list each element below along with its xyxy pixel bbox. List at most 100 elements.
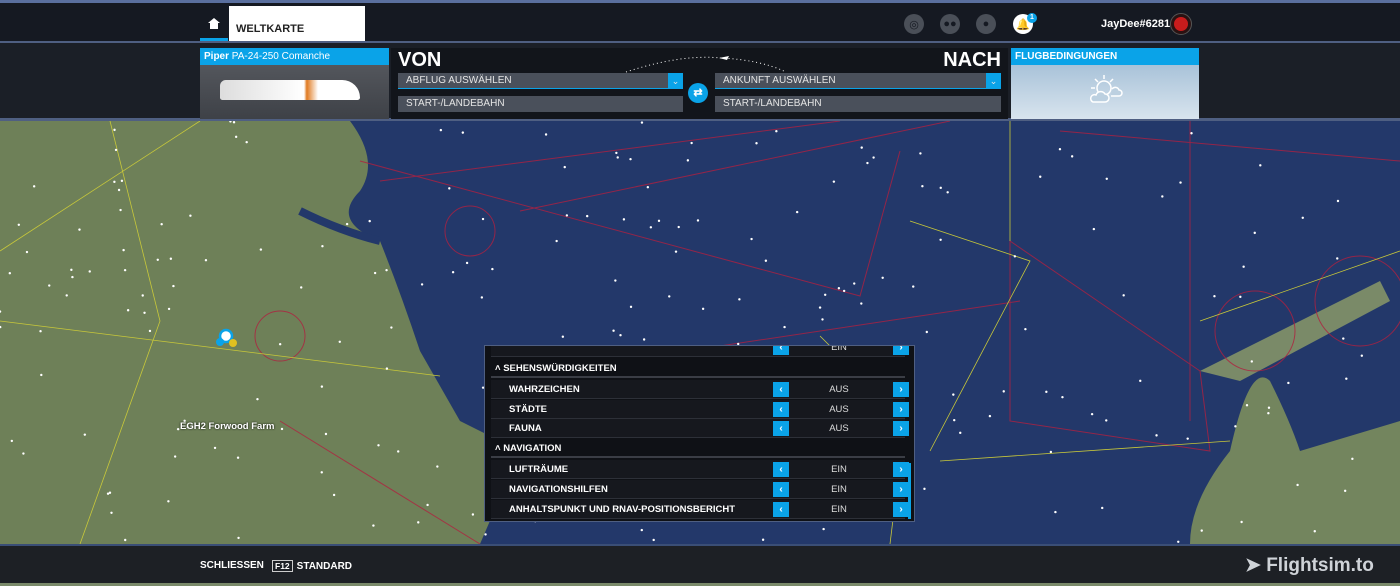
waypoint-dot	[1013, 255, 1017, 258]
waypoint-dot	[108, 491, 112, 494]
waypoint-dot	[10, 439, 14, 443]
waypoint-dot	[39, 330, 42, 333]
weather-card[interactable]: FLUGBEDINGUNGEN	[1011, 48, 1199, 119]
waypoint-dot	[939, 186, 942, 190]
waypoint-dot	[1002, 390, 1005, 393]
waypoint-dot	[71, 275, 74, 279]
waypoint-dot	[837, 287, 841, 290]
waypoint-dot	[1090, 412, 1094, 416]
waypoint-dot	[657, 219, 661, 223]
section-header[interactable]: ˄ SEHENSWÜRDIGKEITEN	[491, 359, 905, 378]
waypoint-dot	[761, 538, 765, 541]
waypoint-dot	[320, 385, 324, 388]
section-header[interactable]: ˄ NAVIGATION	[491, 439, 905, 459]
waypoint-dot	[32, 185, 36, 188]
waypoint-dot	[1234, 425, 1237, 428]
prev-button[interactable]: ‹	[773, 421, 789, 437]
waypoint-dot	[123, 268, 127, 272]
airport-label[interactable]: EGH2 Forwood Farm	[180, 421, 275, 432]
tab-weltkarte[interactable]: WELTKARTE	[229, 6, 365, 43]
waypoint-dot	[629, 305, 633, 309]
waypoint-dot	[629, 157, 632, 161]
waypoint-dot	[614, 279, 617, 282]
departure-runway-select[interactable]: START-/LANDEBAHN	[398, 96, 683, 112]
avatar[interactable]	[1170, 13, 1192, 35]
waypoint-dot	[642, 338, 646, 341]
waypoint-dot	[640, 528, 643, 532]
arrival-select[interactable]: ANKUNFT AUSWÄHLEN ⌄	[715, 73, 1001, 89]
next-button[interactable]: ›	[893, 382, 909, 397]
waypoint-dot	[616, 156, 619, 159]
waypoint-dot	[921, 184, 924, 188]
home-button[interactable]	[200, 6, 228, 41]
waypoint-dot	[484, 533, 487, 536]
notification-badge: 1	[1027, 13, 1037, 23]
username[interactable]: JayDee#6281	[1101, 18, 1171, 30]
default-button[interactable]: F12 STANDARD	[272, 560, 352, 572]
partial-filter-row: ‹ EIN ›	[491, 346, 909, 357]
activity-icon[interactable]: ◎	[904, 14, 924, 34]
swap-button[interactable]: ⇄	[688, 83, 708, 103]
profile-icon[interactable]: ●	[976, 14, 996, 34]
waypoint-dot	[213, 446, 217, 450]
waypoint-dot	[923, 487, 926, 491]
waypoint-dot	[1105, 177, 1108, 181]
waypoint-dot	[925, 330, 929, 334]
prev-button[interactable]: ‹	[773, 462, 789, 478]
next-button[interactable]: ›	[893, 401, 909, 417]
waypoint-dot	[278, 343, 282, 346]
waypoint-dot	[1296, 483, 1299, 487]
waypoint-dot	[674, 250, 678, 253]
waypoint-dot	[1287, 381, 1290, 385]
waypoint-dot	[113, 128, 116, 132]
waypoint-dot	[48, 284, 51, 287]
prev-button[interactable]: ‹	[773, 481, 789, 497]
close-button[interactable]: SCHLIESSEN	[200, 560, 264, 571]
prev-button[interactable]: ‹	[773, 501, 789, 517]
arrival-runway-select[interactable]: START-/LANDEBAHN	[715, 96, 1001, 112]
waypoint-dot	[860, 146, 863, 149]
waypoint-dot	[1253, 231, 1256, 235]
waypoint-dot	[750, 237, 753, 241]
next-button[interactable]: ›	[893, 346, 909, 355]
waypoint-dot	[448, 187, 451, 190]
prev-button[interactable]: ‹	[773, 382, 789, 397]
next-button[interactable]: ›	[893, 421, 909, 437]
next-button[interactable]: ›	[893, 481, 909, 497]
panel-scrollbar[interactable]	[908, 463, 911, 519]
waypoint-dot	[881, 276, 884, 279]
waypoint-dot	[544, 133, 548, 136]
waypoint-dot	[823, 293, 827, 296]
friends-icon[interactable]: ●●	[940, 14, 960, 34]
waypoint-dot	[300, 286, 303, 289]
waypoint-dot	[17, 223, 21, 226]
waypoint-dot	[189, 214, 192, 217]
filter-row: LUFTRÄUME ‹ EIN ›	[491, 460, 909, 480]
favorite-star-icon[interactable]	[229, 339, 237, 347]
waypoint-dot	[113, 180, 116, 184]
next-button[interactable]: ›	[893, 501, 909, 517]
waypoint-dot	[696, 219, 700, 222]
waypoint-dot	[1259, 164, 1262, 167]
waypoint-dot	[183, 419, 186, 423]
waypoint-dot	[321, 245, 324, 248]
aircraft-card[interactable]: Piper PA-24-250 Comanche	[200, 48, 389, 119]
waypoint-dot	[236, 456, 240, 459]
departure-select[interactable]: ABFLUG AUSWÄHLEN ⌄	[398, 73, 683, 89]
aircraft-marker[interactable]	[216, 338, 224, 346]
waypoint-dot	[259, 248, 263, 251]
prev-button[interactable]: ‹	[773, 401, 789, 417]
next-button[interactable]: ›	[893, 462, 909, 478]
waypoint-dot	[491, 267, 494, 271]
aircraft-model: PA-24-250 Comanche	[231, 51, 330, 62]
waypoint-dot	[471, 513, 475, 516]
airport-marker[interactable]	[218, 328, 234, 344]
waypoint-dot	[237, 536, 240, 540]
waypoint-dot	[952, 393, 955, 396]
filter-row: NAVIGATIONSHILFEN ‹ EIN ›	[491, 479, 909, 499]
prev-button[interactable]: ‹	[773, 346, 789, 355]
waypoint-dot	[126, 309, 130, 312]
waypoint-dot	[822, 527, 825, 531]
waypoint-dot	[866, 161, 869, 165]
waypoint-dot	[555, 239, 558, 243]
